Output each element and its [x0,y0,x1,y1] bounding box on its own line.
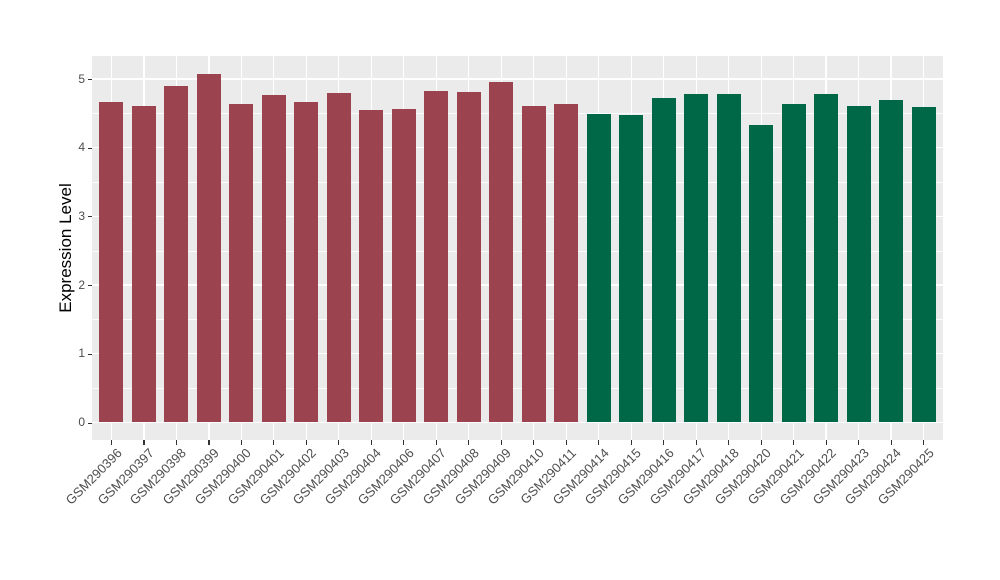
major-gridline [92,353,943,355]
bar-GSM290397 [131,105,156,423]
x-tick-mark [468,440,470,445]
x-tick-mark [370,440,372,445]
bar-GSM290398 [164,85,189,423]
bar-GSM290400 [229,103,254,423]
y-tick-mark [87,216,92,218]
bar-GSM290399 [196,74,221,423]
bar-GSM290424 [879,99,904,423]
x-tick-mark [890,440,892,445]
bar-GSM290417 [684,94,709,423]
minor-gridline [92,182,943,183]
y-axis-title: Expression Level [56,183,75,313]
plot-panel [92,56,943,440]
x-tick-mark [793,440,795,445]
bar-GSM290421 [781,103,806,423]
minor-gridline [92,319,943,321]
x-tick-mark [175,440,178,445]
x-tick-mark [500,440,502,445]
x-tick-mark [143,440,145,445]
bar-GSM290396 [99,101,124,423]
x-tick-mark [435,440,437,445]
x-tick-mark [695,440,697,445]
bar-GSM290408 [456,92,481,423]
bar-GSM290404 [359,109,384,423]
x-tick-mark [305,440,307,445]
x-tick-mark [338,440,340,445]
major-gridline [92,284,943,286]
x-tick-mark [630,440,632,445]
bar-GSM290425 [911,107,936,423]
y-tick-label: 5 [78,71,85,86]
bar-GSM290402 [294,102,319,423]
bar-GSM290409 [489,82,514,423]
x-tick-mark [923,440,925,445]
bar-GSM290416 [651,97,676,423]
x-tick-mark [565,440,567,445]
minor-gridline [92,113,943,115]
y-tick-mark [87,422,92,424]
y-tick-label: 3 [78,208,85,223]
x-tick-mark [760,440,762,445]
x-tick-mark [240,440,242,445]
y-tick-mark [87,353,92,355]
major-gridline [92,421,943,424]
y-tick-label: 2 [78,277,85,292]
major-gridline [92,215,943,218]
bar-GSM290401 [261,95,286,423]
x-tick-mark [533,440,535,445]
bar-GSM290422 [814,94,839,423]
y-tick-mark [87,79,92,81]
y-tick-mark [87,147,92,149]
y-tick-label: 1 [78,346,85,361]
x-tick-mark [273,440,275,445]
x-tick-mark [663,440,665,445]
bar-GSM290420 [749,125,774,423]
x-tick-mark [208,440,210,445]
bar-GSM290418 [716,94,741,423]
bar-GSM290415 [619,115,644,423]
x-tick-mark [858,440,860,445]
bar-GSM290406 [391,108,416,423]
major-gridline [92,78,943,80]
minor-gridline [92,388,943,389]
x-tick-mark [728,440,730,445]
y-tick-mark [87,285,92,287]
bar-GSM290423 [846,105,871,423]
x-tick-mark [825,440,827,445]
y-tick-label: 4 [78,140,85,155]
minor-gridline [92,250,943,252]
bar-GSM290411 [554,103,579,423]
major-gridline [92,147,943,149]
bar-GSM290414 [586,114,611,423]
bar-GSM290403 [326,93,351,423]
y-tick-label: 0 [78,415,85,429]
x-tick-mark [403,440,405,445]
bar-GSM290410 [521,105,546,423]
x-tick-mark [110,440,113,445]
x-tick-mark [598,440,600,445]
bar-GSM290407 [424,90,449,423]
